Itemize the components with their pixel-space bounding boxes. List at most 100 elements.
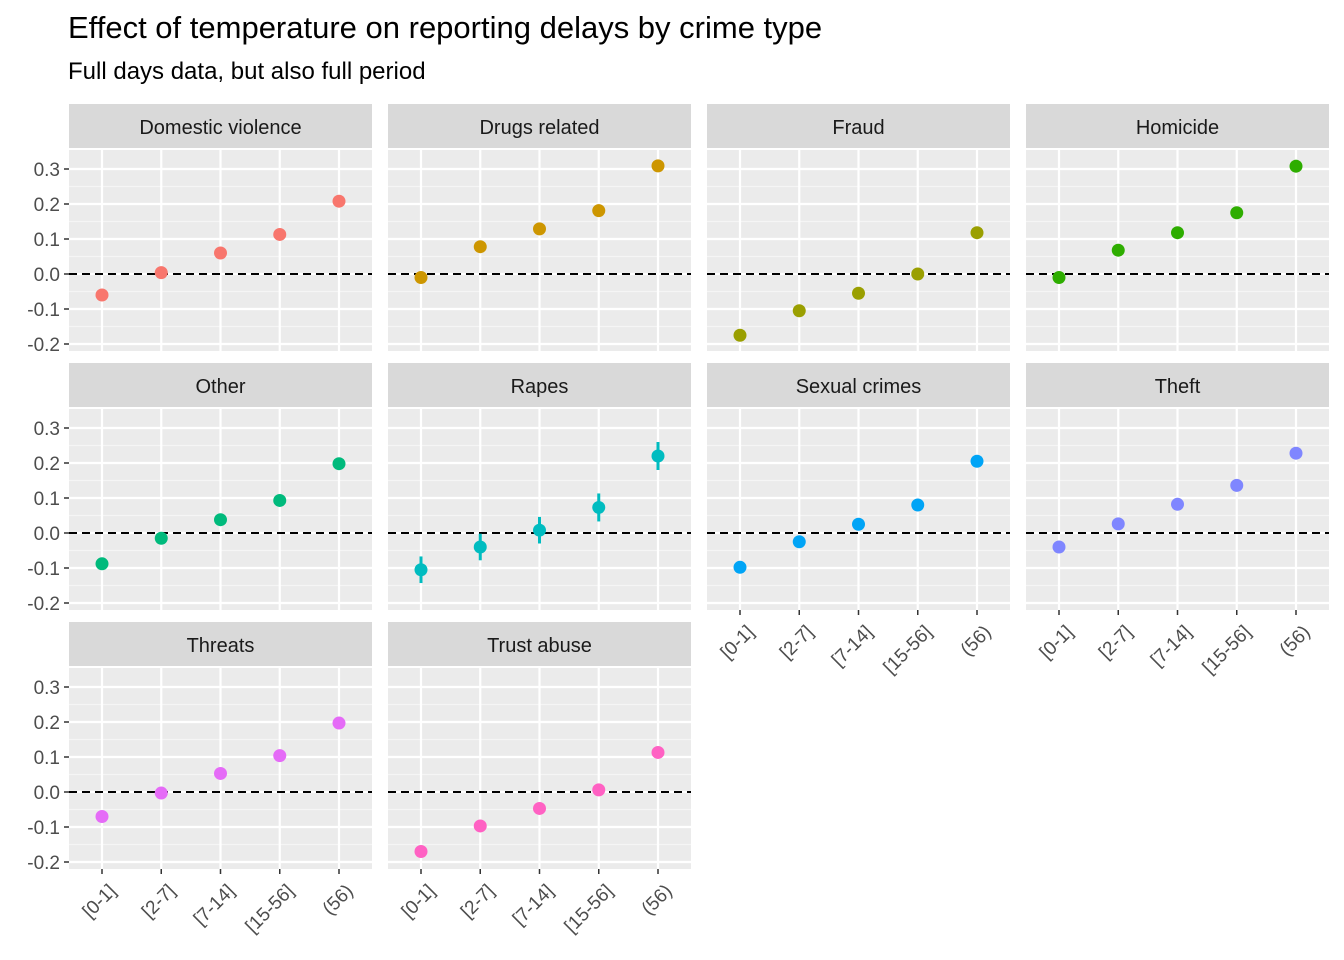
facet-strip [388,622,691,666]
x-tick-label: [15-56] [1199,622,1256,679]
x-tick-label: [2-7] [776,622,818,664]
data-point [332,457,346,471]
data-point [733,328,747,342]
facet-strip-label: Theft [1155,376,1201,398]
facet-strip-label: Drugs related [479,117,599,139]
facet-strip [388,363,691,407]
data-point [1052,540,1066,554]
facet-strip-label: Domestic violence [139,117,301,139]
facet-strip-label: Other [195,376,245,398]
facet-strip-label: Trust abuse [487,635,592,657]
data-point [970,454,984,468]
x-tick-label: [2-7] [1095,622,1137,664]
facet-strip-label: Threats [187,635,255,657]
data-point [214,246,227,260]
y-tick-label: 0.2 [34,713,60,734]
y-tick-label: 0.3 [34,160,60,181]
facet-theft: Theft [0-1] [2-7] [7-14] [15-56] (56) [1026,363,1329,678]
x-tick-label: [0-1] [717,622,759,664]
data-point [911,498,925,512]
facet-rapes: Rapes [388,363,691,610]
x-tick-label: [7-14] [828,622,877,671]
facet-strip [69,363,372,407]
facet-domestic-violence: Domestic violence 0.3 0.2 0.1 0.0 -0.1 -0.2 [27,104,372,356]
data-point [154,531,168,545]
data-point [533,801,546,815]
data-point [852,517,865,531]
data-point [95,810,109,823]
data-point [1171,226,1184,240]
data-point [651,449,665,463]
data-point [154,266,168,280]
data-point [95,288,109,302]
data-point [473,540,487,554]
x-tick-label: [2-7] [457,881,499,923]
data-point [332,716,346,730]
data-point [792,304,806,318]
data-point [533,523,546,537]
facet-strip [1026,104,1329,148]
data-point [792,535,806,549]
data-point [1111,243,1125,257]
data-point [1052,271,1066,284]
facet-drugs-related: Drugs related [388,104,691,351]
facet-strip [1026,363,1329,407]
x-tick-label: [15-56] [561,881,618,938]
data-point [154,786,168,800]
y-tick-label: 0.2 [34,195,60,216]
facet-strip [69,622,372,666]
y-tick-label: -0.2 [27,335,60,356]
data-point [1289,159,1303,173]
data-point [592,500,606,514]
data-point [332,194,346,208]
y-tick-label: 0.3 [34,419,60,440]
data-point [970,226,984,240]
facet-strip-label: Homicide [1136,117,1219,139]
data-point [1171,497,1184,511]
data-point [414,563,428,577]
x-tick-label: [2-7] [138,881,180,923]
facet-strip [707,363,1010,407]
x-tick-label: [7-14] [190,881,239,930]
data-point [273,493,287,507]
x-tick-label: [0-1] [1036,622,1078,664]
data-point [592,204,606,218]
facet-homicide: Homicide [1026,104,1329,351]
data-point [1111,517,1125,531]
y-tick-label: 0.1 [34,230,60,251]
y-tick-label: 0.0 [34,524,60,545]
data-point [473,240,487,254]
x-tick-label: (56) [1276,622,1315,661]
data-point [1230,206,1244,220]
y-tick-label: 0.0 [34,265,60,286]
x-tick-label: (56) [957,622,996,661]
y-tick-label: 0.1 [34,748,60,769]
y-tick-label: 0.1 [34,489,60,510]
x-tick-label: [7-14] [1147,622,1196,671]
x-tick-label: [7-14] [509,881,558,930]
chart-title: Effect of temperature on reporting delay… [68,10,823,45]
y-tick-label: 0.2 [34,454,60,475]
facet-strip-label: Sexual crimes [796,376,922,398]
data-point [95,557,109,571]
data-point [1289,446,1303,460]
data-point [733,560,747,574]
y-tick-label: -0.1 [27,559,60,580]
x-tick-label: (56) [638,881,677,920]
x-tick-label: [15-56] [242,881,299,938]
x-tick-label: (56) [319,881,358,920]
x-tick-label: [0-1] [398,881,440,923]
data-point [214,766,227,780]
data-point [214,513,227,527]
data-point [592,783,606,797]
y-tick-label: 0.0 [34,783,60,804]
facet-strip-label: Rapes [511,376,569,398]
data-point [414,271,428,284]
data-point [1230,478,1244,492]
facet-strip-label: Fraud [832,117,884,139]
chart-subtitle: Full days data, but also full period [68,58,426,85]
y-tick-label: -0.2 [27,853,60,874]
data-point [473,819,487,833]
facet-threats: Threats 0.3 0.2 0.1 0.0 -0.1 -0.2 [0-1] [2-7] [7-… [27,622,372,937]
